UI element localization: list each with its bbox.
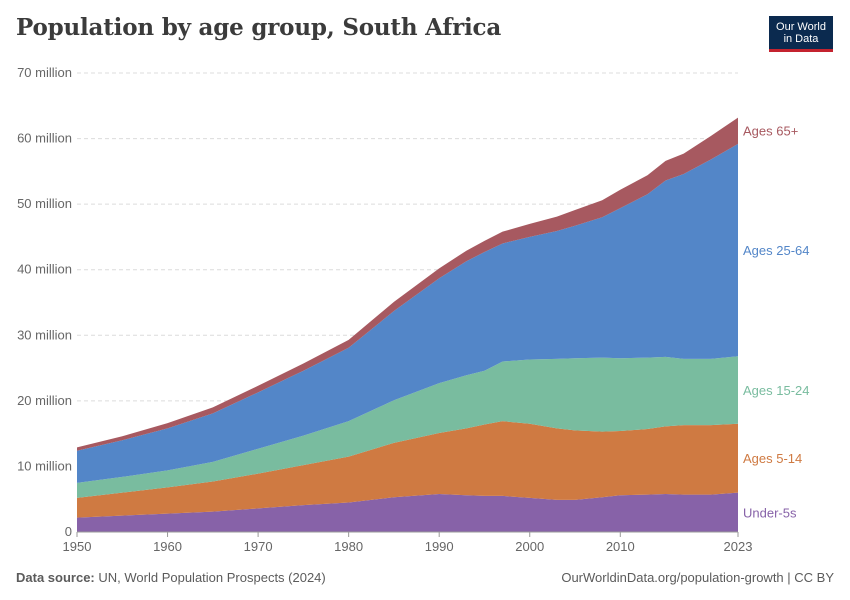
data-source: Data source: UN, World Population Prospe…	[16, 570, 326, 585]
y-tick-label: 60 million	[17, 131, 72, 146]
area-series-2[interactable]	[77, 421, 738, 518]
x-tick-label: 2010	[606, 539, 635, 554]
area-series-1[interactable]	[77, 492, 738, 532]
x-tick-label: 1950	[63, 539, 92, 554]
x-tick-label: 1970	[244, 539, 273, 554]
x-tick-label: 2000	[515, 539, 544, 554]
series-label: Ages 25-64	[743, 243, 810, 258]
chart-title: Population by age group, South Africa	[16, 14, 502, 41]
y-tick-label: 30 million	[17, 327, 72, 342]
x-tick-label: 1980	[334, 539, 363, 554]
area-series-4[interactable]	[77, 143, 738, 483]
source-link[interactable]: OurWorldinData.org/population-growth | C…	[561, 570, 834, 585]
axis-layer: 0 10 million 20 million 30 million 40 millio…	[17, 65, 752, 554]
y-tick-label: 70 million	[17, 65, 72, 80]
y-tick-label: 20 million	[17, 393, 72, 408]
y-tick-label: 0	[65, 524, 72, 539]
logo-line-2: in Data	[783, 33, 819, 45]
area-layer	[77, 117, 738, 532]
x-tick-label: 1960	[153, 539, 182, 554]
data-source-text: UN, World Population Prospects (2024)	[98, 570, 326, 585]
area-series-3[interactable]	[77, 356, 738, 498]
series-label: Ages 15-24	[743, 383, 810, 398]
series-labels: Under-5s Ages 5-14 Ages 15-24 Ages 25-64 Age…	[743, 124, 810, 521]
logo-line-1: Our World	[776, 21, 826, 33]
owid-logo[interactable]: Our World in Data	[769, 16, 833, 52]
y-tick-label: 40 million	[17, 262, 72, 277]
series-label: Ages 65+	[743, 124, 798, 139]
y-tick-label: 50 million	[17, 196, 72, 211]
series-label: Under-5s	[743, 505, 797, 520]
x-tick-label: 2023	[724, 539, 753, 554]
data-source-label: Data source:	[16, 570, 95, 585]
y-tick-label: 10 million	[17, 458, 72, 473]
series-label: Ages 5-14	[743, 451, 802, 466]
x-tick-label: 1990	[425, 539, 454, 554]
